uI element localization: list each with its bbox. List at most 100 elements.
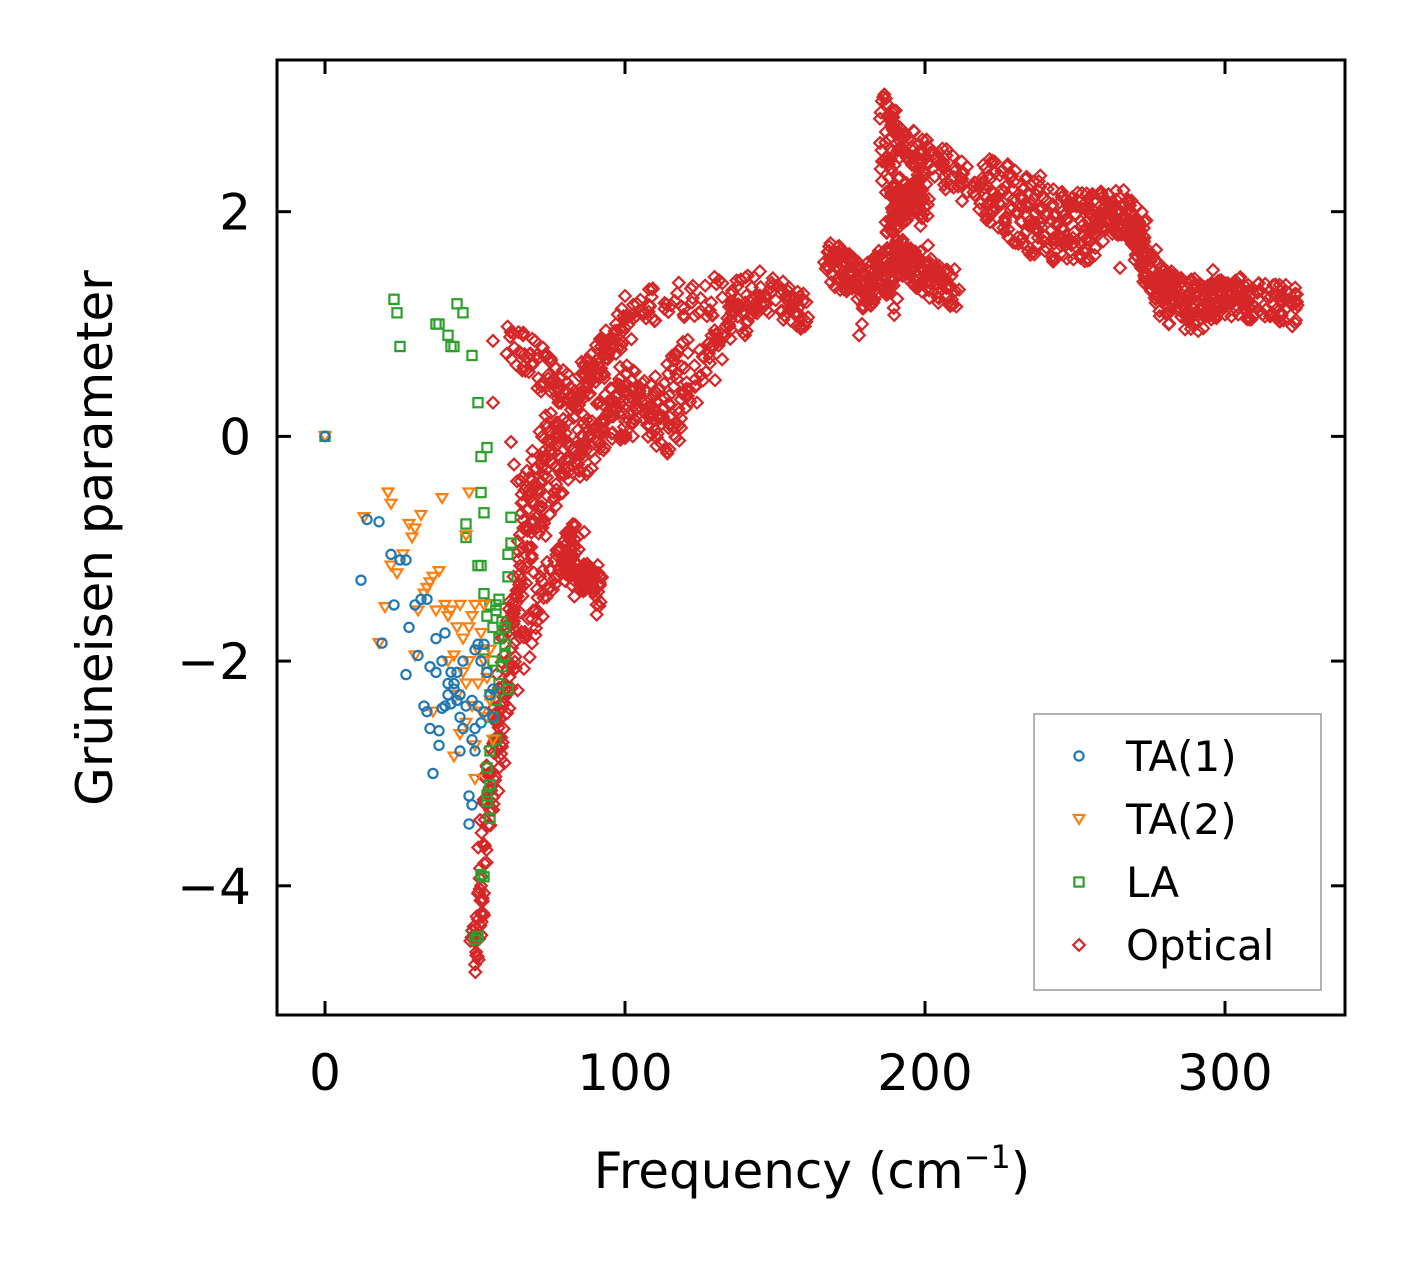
data-point bbox=[647, 369, 663, 384]
data-point bbox=[1068, 239, 1083, 255]
data-point bbox=[668, 430, 684, 445]
data-point bbox=[1273, 288, 1288, 304]
x-tick-label: 200 bbox=[877, 1044, 972, 1102]
data-point bbox=[999, 158, 1015, 174]
data-point bbox=[591, 578, 607, 594]
data-point bbox=[872, 135, 888, 151]
data-point bbox=[821, 243, 837, 259]
data-point bbox=[433, 318, 445, 330]
data-point bbox=[538, 408, 553, 423]
data-point bbox=[469, 934, 481, 946]
data-point bbox=[404, 532, 420, 545]
data-point bbox=[1084, 201, 1100, 217]
data-point bbox=[430, 632, 442, 645]
data-point bbox=[1095, 233, 1111, 249]
data-point bbox=[854, 316, 870, 332]
data-point bbox=[1046, 181, 1061, 197]
data-point bbox=[1287, 280, 1303, 296]
data-point bbox=[688, 379, 703, 394]
data-point bbox=[612, 359, 628, 375]
data-point bbox=[534, 499, 550, 514]
data-point bbox=[520, 611, 536, 627]
data-point bbox=[561, 413, 576, 428]
data-point bbox=[527, 603, 543, 619]
data-point bbox=[791, 306, 806, 322]
axis-ticks bbox=[277, 60, 1345, 1015]
data-point bbox=[761, 305, 777, 321]
data-point bbox=[466, 694, 478, 707]
data-point bbox=[504, 596, 520, 611]
data-point bbox=[506, 662, 521, 678]
data-point bbox=[702, 355, 718, 371]
data-point bbox=[523, 539, 539, 555]
data-point bbox=[391, 307, 403, 319]
data-point bbox=[430, 318, 442, 330]
data-point bbox=[574, 383, 590, 399]
data-point bbox=[473, 905, 489, 921]
data-point bbox=[466, 799, 478, 811]
data-point bbox=[944, 296, 959, 312]
data-point bbox=[556, 461, 572, 477]
data-point bbox=[993, 197, 1009, 212]
data-point bbox=[1217, 299, 1233, 315]
data-point bbox=[867, 253, 883, 269]
data-point bbox=[886, 300, 902, 316]
data-point bbox=[516, 661, 532, 677]
data-point bbox=[938, 182, 953, 197]
data-point bbox=[514, 505, 529, 521]
data-point bbox=[469, 745, 481, 757]
data-point bbox=[1228, 273, 1243, 288]
data-point bbox=[558, 451, 573, 467]
data-point bbox=[509, 473, 525, 489]
data-point bbox=[394, 554, 406, 566]
data-point bbox=[1202, 293, 1217, 309]
legend: TA(1) TA(2) LA Optical bbox=[1033, 713, 1322, 991]
data-point bbox=[678, 400, 694, 416]
data-point bbox=[472, 638, 484, 650]
data-point bbox=[596, 370, 612, 386]
data-point bbox=[570, 394, 586, 409]
data-point bbox=[676, 301, 692, 316]
data-point bbox=[1127, 252, 1142, 268]
data-point bbox=[479, 712, 495, 725]
data-point bbox=[433, 725, 445, 737]
data-point bbox=[475, 655, 487, 667]
data-point bbox=[562, 553, 578, 569]
x-tick-label: 300 bbox=[1177, 1044, 1272, 1102]
data-point bbox=[683, 281, 699, 297]
data-point bbox=[463, 790, 475, 802]
data-point bbox=[553, 486, 568, 502]
data-point bbox=[481, 666, 493, 679]
data-point bbox=[1148, 267, 1164, 283]
data-point bbox=[597, 341, 613, 357]
data-point bbox=[926, 146, 942, 162]
data-point bbox=[485, 734, 501, 747]
series-optical bbox=[463, 87, 1305, 980]
data-point bbox=[1205, 262, 1221, 278]
data-point bbox=[615, 393, 631, 409]
data-point bbox=[446, 751, 462, 764]
data-point bbox=[886, 307, 902, 323]
data-point bbox=[982, 214, 998, 230]
data-point bbox=[680, 345, 696, 361]
data-point bbox=[451, 298, 463, 310]
data-point bbox=[624, 331, 639, 347]
data-point bbox=[1010, 236, 1026, 252]
data-point bbox=[560, 472, 576, 487]
data-point bbox=[691, 305, 706, 321]
data-point bbox=[591, 565, 606, 581]
data-point bbox=[514, 495, 529, 511]
data-point bbox=[400, 554, 412, 566]
data-point bbox=[469, 722, 481, 735]
data-point bbox=[890, 204, 906, 220]
data-point bbox=[988, 200, 1003, 216]
data-point bbox=[437, 599, 453, 612]
data-point bbox=[1119, 210, 1134, 225]
data-point bbox=[452, 728, 468, 742]
y-tick-label: −2 bbox=[177, 633, 251, 691]
data-point bbox=[493, 593, 505, 605]
legend-entry: TA(2) bbox=[1071, 795, 1237, 844]
data-point bbox=[602, 332, 617, 348]
legend-marker bbox=[1073, 750, 1085, 762]
data-point bbox=[434, 493, 450, 506]
